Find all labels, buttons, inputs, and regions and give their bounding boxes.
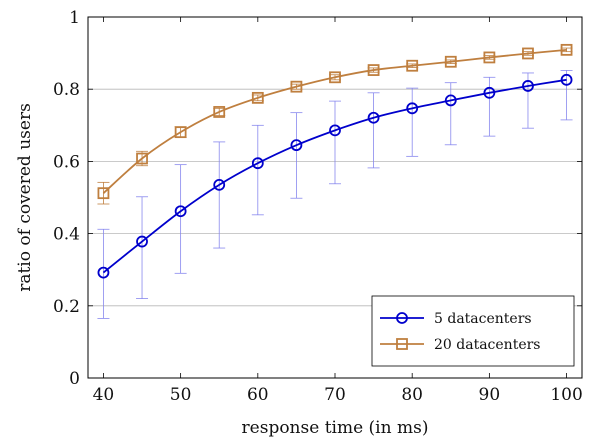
- y-tick-label: 0.4: [53, 225, 80, 245]
- plot-frame: [87, 16, 583, 379]
- circle-marker: [251, 157, 264, 170]
- y-tick-label: 0.8: [53, 80, 80, 100]
- legend: 5 datacenters 20 datacenters: [371, 295, 575, 367]
- circle-marker: [136, 235, 148, 248]
- x-tick-label: 50: [170, 385, 192, 405]
- y-tick-label: 1: [69, 8, 80, 28]
- circle-marker: [213, 178, 226, 191]
- x-axis-label: response time (in ms): [242, 418, 429, 438]
- circle-marker: [444, 94, 457, 107]
- series-line: [102, 48, 567, 194]
- circle-marker: [367, 111, 380, 124]
- square-marker: [213, 106, 226, 118]
- y-axis-label: ratio of covered users: [15, 103, 35, 292]
- square-marker: [97, 187, 110, 200]
- legend-circle-marker: [396, 312, 408, 324]
- error-bars: [97, 47, 573, 319]
- x-tick-label: 80: [401, 385, 423, 405]
- axes: [87, 16, 583, 379]
- tick-labels: 0 0.2 0.4 0.6 0.8 1 40 50 60 70 80 90 100: [53, 8, 583, 405]
- square-marker: [290, 80, 303, 93]
- circle-marker: [560, 73, 573, 86]
- legend-square-marker: [396, 338, 408, 350]
- square-marker: [560, 43, 573, 56]
- x-tick-label: 60: [247, 385, 269, 405]
- y-tick-label: 0.2: [53, 297, 80, 317]
- y-tick-label: 0.6: [53, 152, 80, 172]
- circle-marker: [290, 139, 303, 152]
- square-marker: [329, 71, 341, 84]
- circle-marker: [174, 205, 187, 218]
- circle-marker: [406, 102, 419, 115]
- square-marker: [444, 55, 457, 68]
- square-marker: [136, 152, 148, 165]
- legend-box: [371, 295, 575, 367]
- circle-marker: [522, 80, 534, 92]
- y-tick-label: 0: [69, 369, 80, 389]
- x-tick-label: 100: [550, 385, 582, 405]
- x-tick-label: 70: [324, 385, 346, 405]
- legend-label: 20 datacenters: [434, 337, 540, 353]
- legend-label: 5 datacenters: [434, 311, 532, 327]
- circle-marker: [97, 266, 110, 279]
- square-marker: [522, 47, 534, 60]
- square-marker: [367, 64, 380, 76]
- square-marker: [406, 59, 419, 72]
- x-tick-label: 40: [93, 385, 115, 405]
- square-marker: [174, 126, 187, 139]
- circle-marker: [483, 86, 496, 99]
- circle-marker: [329, 124, 341, 137]
- square-marker: [251, 91, 264, 104]
- series-group: [97, 43, 573, 279]
- x-tick-label: 90: [479, 385, 501, 405]
- series-line: [102, 78, 567, 274]
- square-marker: [483, 51, 496, 64]
